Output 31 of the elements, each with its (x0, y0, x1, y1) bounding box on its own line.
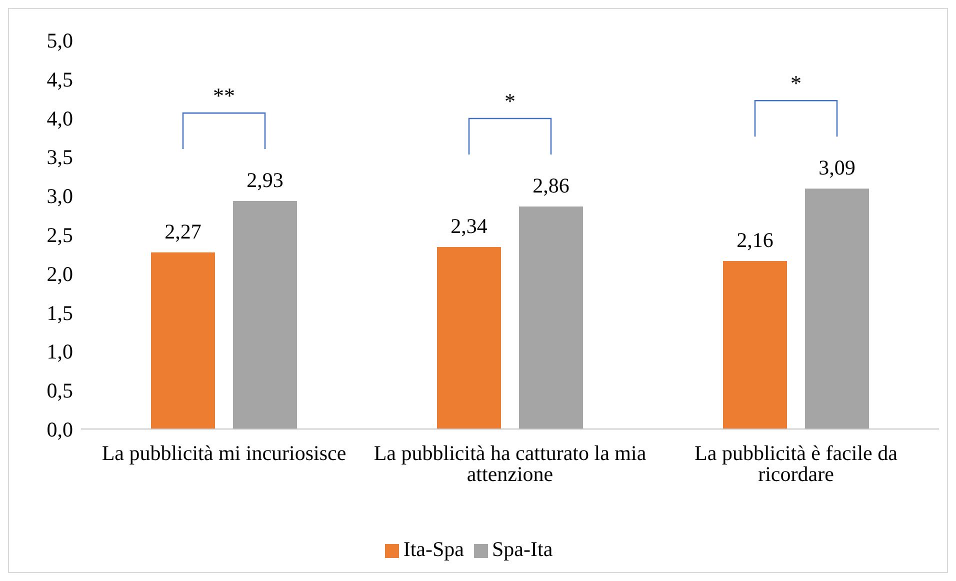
bar (151, 252, 215, 429)
y-tick-label: 1,0 (46, 340, 73, 364)
x-tick-label: La pubblicità è facile da ricordare (694, 440, 898, 486)
y-tick-label: 0,5 (46, 378, 73, 403)
annotation: * (790, 70, 802, 96)
x-tick-label: La pubblicità mi incuriosisce (102, 440, 346, 465)
bar (437, 246, 501, 429)
data-label: 3,09 (818, 156, 856, 180)
bar (519, 206, 583, 429)
data-label: 2,16 (736, 228, 774, 252)
legend-label: Ita-Spa (403, 537, 464, 561)
annotation: ** (213, 83, 235, 108)
bar (723, 260, 787, 429)
y-tick-label: 4,0 (46, 106, 73, 130)
y-tick-label: 3,5 (46, 145, 73, 170)
y-tick-label: 3,0 (46, 184, 73, 208)
data-label: 2,34 (450, 214, 488, 238)
y-tick-label: 2,5 (46, 222, 73, 247)
data-label: 2,93 (246, 168, 284, 192)
x-tick-label: La pubblicità ha catturato la mia attenzione (374, 440, 647, 486)
data-label: 2,27 (164, 219, 202, 244)
y-tick-label: 5,0 (46, 28, 73, 52)
annotation: * (504, 88, 516, 114)
data-label: 2,86 (532, 173, 570, 198)
y-tick-label: 4,5 (46, 67, 73, 92)
y-tick-label: 2,0 (46, 262, 73, 286)
bar (233, 201, 297, 429)
bar (805, 188, 869, 429)
legend-label: Spa-Ita (492, 537, 553, 561)
y-tick-label: 0,0 (46, 417, 73, 442)
y-tick-label: 1,5 (46, 300, 73, 325)
